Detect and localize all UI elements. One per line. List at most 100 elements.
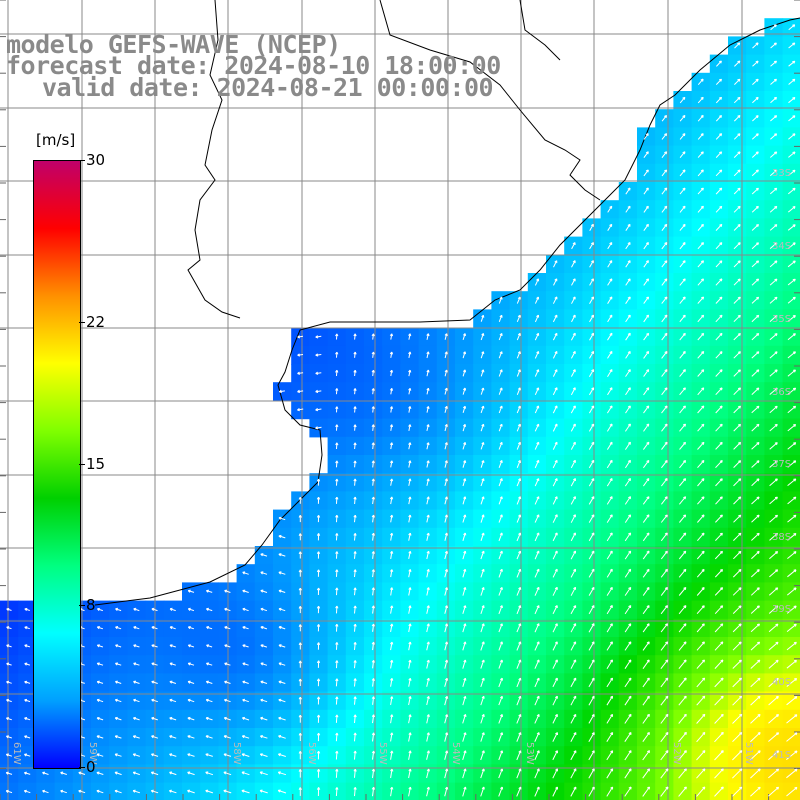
wind-arrow <box>132 735 140 739</box>
wind-arrow <box>335 406 339 413</box>
wind-arrow <box>205 680 213 684</box>
wind-arrow <box>316 696 321 705</box>
wind-arrow <box>96 717 104 721</box>
wind-arrow <box>241 735 250 739</box>
wind-arrow <box>353 768 357 778</box>
wind-arrow <box>408 623 412 633</box>
wind-arrow <box>389 478 394 486</box>
wind-arrow <box>371 605 375 614</box>
wind-arrows <box>5 24 798 797</box>
wind-arrow <box>278 553 286 557</box>
wind-arrow <box>42 771 49 775</box>
wind-arrow <box>389 496 394 505</box>
wind-arrow <box>316 660 321 668</box>
wind-arrow <box>335 333 339 340</box>
wind-arrow <box>315 335 322 339</box>
wind-arrow <box>242 607 249 612</box>
wind-arrow <box>169 644 176 648</box>
longitude-label: 61W <box>11 742 22 765</box>
wind-arrow <box>298 606 302 614</box>
wind-arrow <box>242 644 249 648</box>
wind-arrow <box>260 589 268 593</box>
wind-arrow <box>187 698 195 703</box>
wind-arrow <box>298 533 302 541</box>
wind-arrow <box>6 644 12 648</box>
wind-arrow <box>78 771 86 775</box>
colorbar-tick-label: 0 <box>86 758 96 776</box>
wind-arrow <box>205 698 213 703</box>
wind-arrow <box>278 534 286 539</box>
wind-arrow <box>353 551 357 559</box>
wind-arrow <box>24 607 30 612</box>
wind-arrow <box>132 753 140 757</box>
wind-arrow <box>371 442 375 450</box>
colorbar-tick-mark <box>79 321 85 323</box>
wind-arrow <box>371 714 376 724</box>
wind-arrow <box>408 351 412 358</box>
wind-arrow <box>260 662 268 666</box>
wind-arrow <box>390 623 394 632</box>
wind-arrow <box>335 442 339 450</box>
colorbar-tick-label: 30 <box>86 151 106 169</box>
wind-arrow <box>24 698 31 703</box>
wind-arrow <box>169 771 177 776</box>
wind-arrow <box>259 789 268 794</box>
wind-arrow <box>390 641 394 651</box>
wind-arrow <box>133 698 140 703</box>
wind-arrow <box>6 662 12 666</box>
wind-arrow <box>353 333 357 340</box>
wind-arrow <box>390 605 394 614</box>
wind-arrow <box>316 569 321 577</box>
wind-arrow <box>114 735 122 739</box>
wind-arrow <box>298 642 302 650</box>
wind-arrow <box>371 369 375 377</box>
wind-arrow <box>278 716 286 721</box>
wind-arrow <box>24 753 31 757</box>
wind-arrow <box>115 626 122 630</box>
wind-arrow <box>169 735 177 739</box>
wind-arrow <box>335 642 339 650</box>
wind-arrow <box>353 424 357 431</box>
wind-arrow <box>278 680 286 684</box>
wind-arrow <box>298 732 302 741</box>
latitude-label: 34S <box>772 241 791 252</box>
wind-arrow <box>259 753 268 757</box>
wind-arrow <box>353 351 357 358</box>
wind-arrow <box>408 605 412 614</box>
wind-arrow <box>187 789 195 794</box>
wind-arrow <box>353 496 357 505</box>
wind-arrow <box>390 514 394 523</box>
wind-arrow <box>371 351 375 358</box>
wind-arrow <box>224 698 231 703</box>
wind-arrow <box>96 662 104 666</box>
wind-arrow <box>96 626 104 630</box>
wind-arrow <box>335 660 339 669</box>
wind-arrow <box>24 626 30 630</box>
wind-arrow <box>132 771 140 776</box>
wind-arrow <box>169 680 177 684</box>
wind-arrow <box>5 789 13 794</box>
wind-arrow <box>187 662 195 666</box>
wind-arrow <box>408 442 412 450</box>
wind-arrow <box>408 696 412 706</box>
wind-arrow <box>335 351 339 358</box>
wind-arrow <box>426 442 430 450</box>
wind-arrow <box>5 771 13 775</box>
wind-arrow <box>42 789 49 794</box>
wind-arrow <box>371 660 375 669</box>
wind-arrow <box>224 644 231 648</box>
wind-arrow <box>133 716 140 721</box>
wind-arrow <box>241 789 250 794</box>
wind-arrow <box>114 753 122 757</box>
latitude-label: 38S <box>772 532 791 543</box>
wind-arrow <box>205 735 213 739</box>
wind-arrow <box>298 515 302 523</box>
uruguay-river-border <box>187 0 241 319</box>
wind-arrow <box>335 678 339 687</box>
wind-arrow <box>297 353 304 357</box>
wind-arrow <box>96 771 104 775</box>
wind-arrow <box>316 714 321 723</box>
wind-arrow <box>150 771 159 776</box>
wind-arrow <box>242 680 249 684</box>
